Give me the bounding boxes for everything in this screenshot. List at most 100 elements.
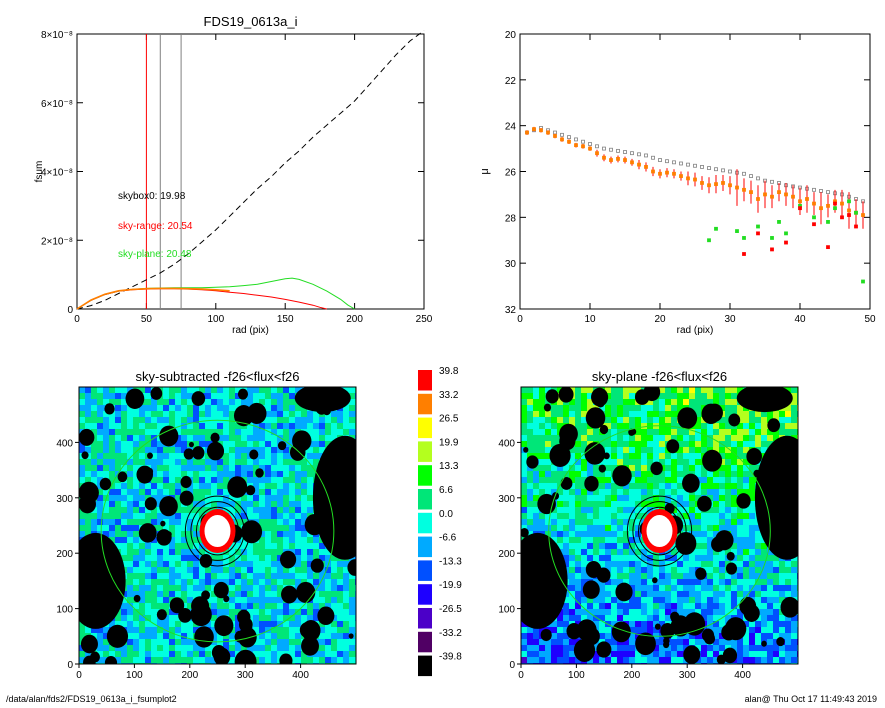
heat-cell: [707, 483, 714, 490]
heat-cell: [659, 615, 666, 622]
heat-cell: [731, 447, 738, 454]
heat-cell: [283, 501, 290, 508]
heat-cell: [713, 597, 720, 604]
heat-cell: [713, 651, 720, 658]
data-point: [560, 137, 564, 142]
heat-cell: [187, 423, 194, 430]
heat-cell: [689, 459, 696, 466]
heat-cell: [271, 501, 278, 508]
heat-cell: [265, 447, 272, 454]
heat-cell: [199, 585, 206, 592]
heat-cell: [103, 417, 110, 424]
heat-cell: [265, 423, 272, 430]
heat-cell: [151, 405, 158, 412]
heat-cell: [151, 573, 158, 580]
heat-cell: [725, 459, 732, 466]
heat-cell: [677, 447, 684, 454]
data-point: [672, 160, 676, 165]
heat-cell: [265, 435, 272, 442]
heat-cell: [121, 495, 128, 502]
heat-cell: [121, 507, 128, 514]
heat-cell: [151, 609, 158, 616]
data-point: [756, 197, 760, 201]
heat-cell: [557, 483, 564, 490]
heat-cell: [139, 555, 146, 562]
heat-cell: [623, 615, 630, 622]
heat-cell: [581, 405, 588, 412]
heat-cell: [551, 639, 558, 646]
mask-blob: [701, 403, 721, 425]
heat-cell: [241, 435, 248, 442]
heat-cell: [223, 573, 230, 580]
heat-cell: [289, 603, 296, 610]
mask-blob: [598, 464, 606, 473]
heat-cell: [569, 465, 576, 472]
heat-cell: [767, 435, 774, 442]
heat-cell: [253, 513, 260, 520]
heat-cell: [169, 651, 176, 658]
heat-cell: [593, 543, 600, 550]
heat-cell: [659, 411, 666, 418]
heat-cell: [641, 465, 648, 472]
heat-cell: [647, 573, 654, 580]
heat-cell: [91, 477, 98, 484]
heat-cell: [337, 639, 344, 646]
heat-cell: [109, 645, 116, 652]
heat-cell: [659, 477, 666, 484]
heat-cell: [563, 465, 570, 472]
heat-cell: [785, 633, 792, 640]
heat-cell: [521, 501, 528, 508]
heat-cell: [563, 615, 570, 622]
heat-cell: [665, 597, 672, 604]
heat-cell: [689, 465, 696, 472]
heat-cell: [265, 555, 272, 562]
heat-cell: [169, 489, 176, 496]
heat-cell: [181, 567, 188, 574]
heat-cell: [223, 453, 230, 460]
heat-cell: [719, 447, 726, 454]
heat-cell: [743, 657, 750, 664]
heat-cell: [587, 465, 594, 472]
data-point: [784, 231, 788, 236]
heat-cell: [295, 387, 302, 394]
heat-cell: [653, 585, 660, 592]
heat-cell: [785, 429, 792, 436]
heat-cell: [521, 453, 528, 460]
heat-cell: [581, 597, 588, 604]
heat-cell: [611, 639, 618, 646]
heat-cell: [605, 405, 612, 412]
heat-cell: [755, 465, 762, 472]
mask-blob: [559, 423, 578, 445]
mask-blob: [227, 476, 248, 498]
heat-cell: [659, 591, 666, 598]
heat-cell: [259, 603, 266, 610]
heat-cell: [145, 633, 152, 640]
heat-cell: [259, 501, 266, 508]
heat-cell: [223, 567, 230, 574]
mask-blob: [566, 623, 582, 640]
mask-blob: [545, 389, 559, 404]
heat-cell: [677, 471, 684, 478]
heat-cell: [217, 411, 224, 418]
heat-cell: [605, 459, 612, 466]
heat-cell: [713, 573, 720, 580]
heat-cell: [737, 555, 744, 562]
heat-cell: [563, 651, 570, 658]
heat-cell: [241, 441, 248, 448]
heat-cell: [283, 639, 290, 646]
heat-cell: [665, 483, 672, 490]
heat-cell: [139, 507, 146, 514]
heat-cell: [695, 489, 702, 496]
heat-cell: [605, 507, 612, 514]
heat-cell: [563, 555, 570, 562]
heat-cell: [695, 543, 702, 550]
heat-cell: [283, 417, 290, 424]
heat-cell: [671, 579, 678, 586]
heat-cell: [301, 513, 308, 520]
heat-cell: [671, 405, 678, 412]
heat-cell: [289, 537, 296, 544]
heatmap-image: [79, 387, 356, 664]
heat-cell: [175, 645, 182, 652]
heat-cell: [187, 555, 194, 562]
heat-cell: [79, 447, 86, 454]
